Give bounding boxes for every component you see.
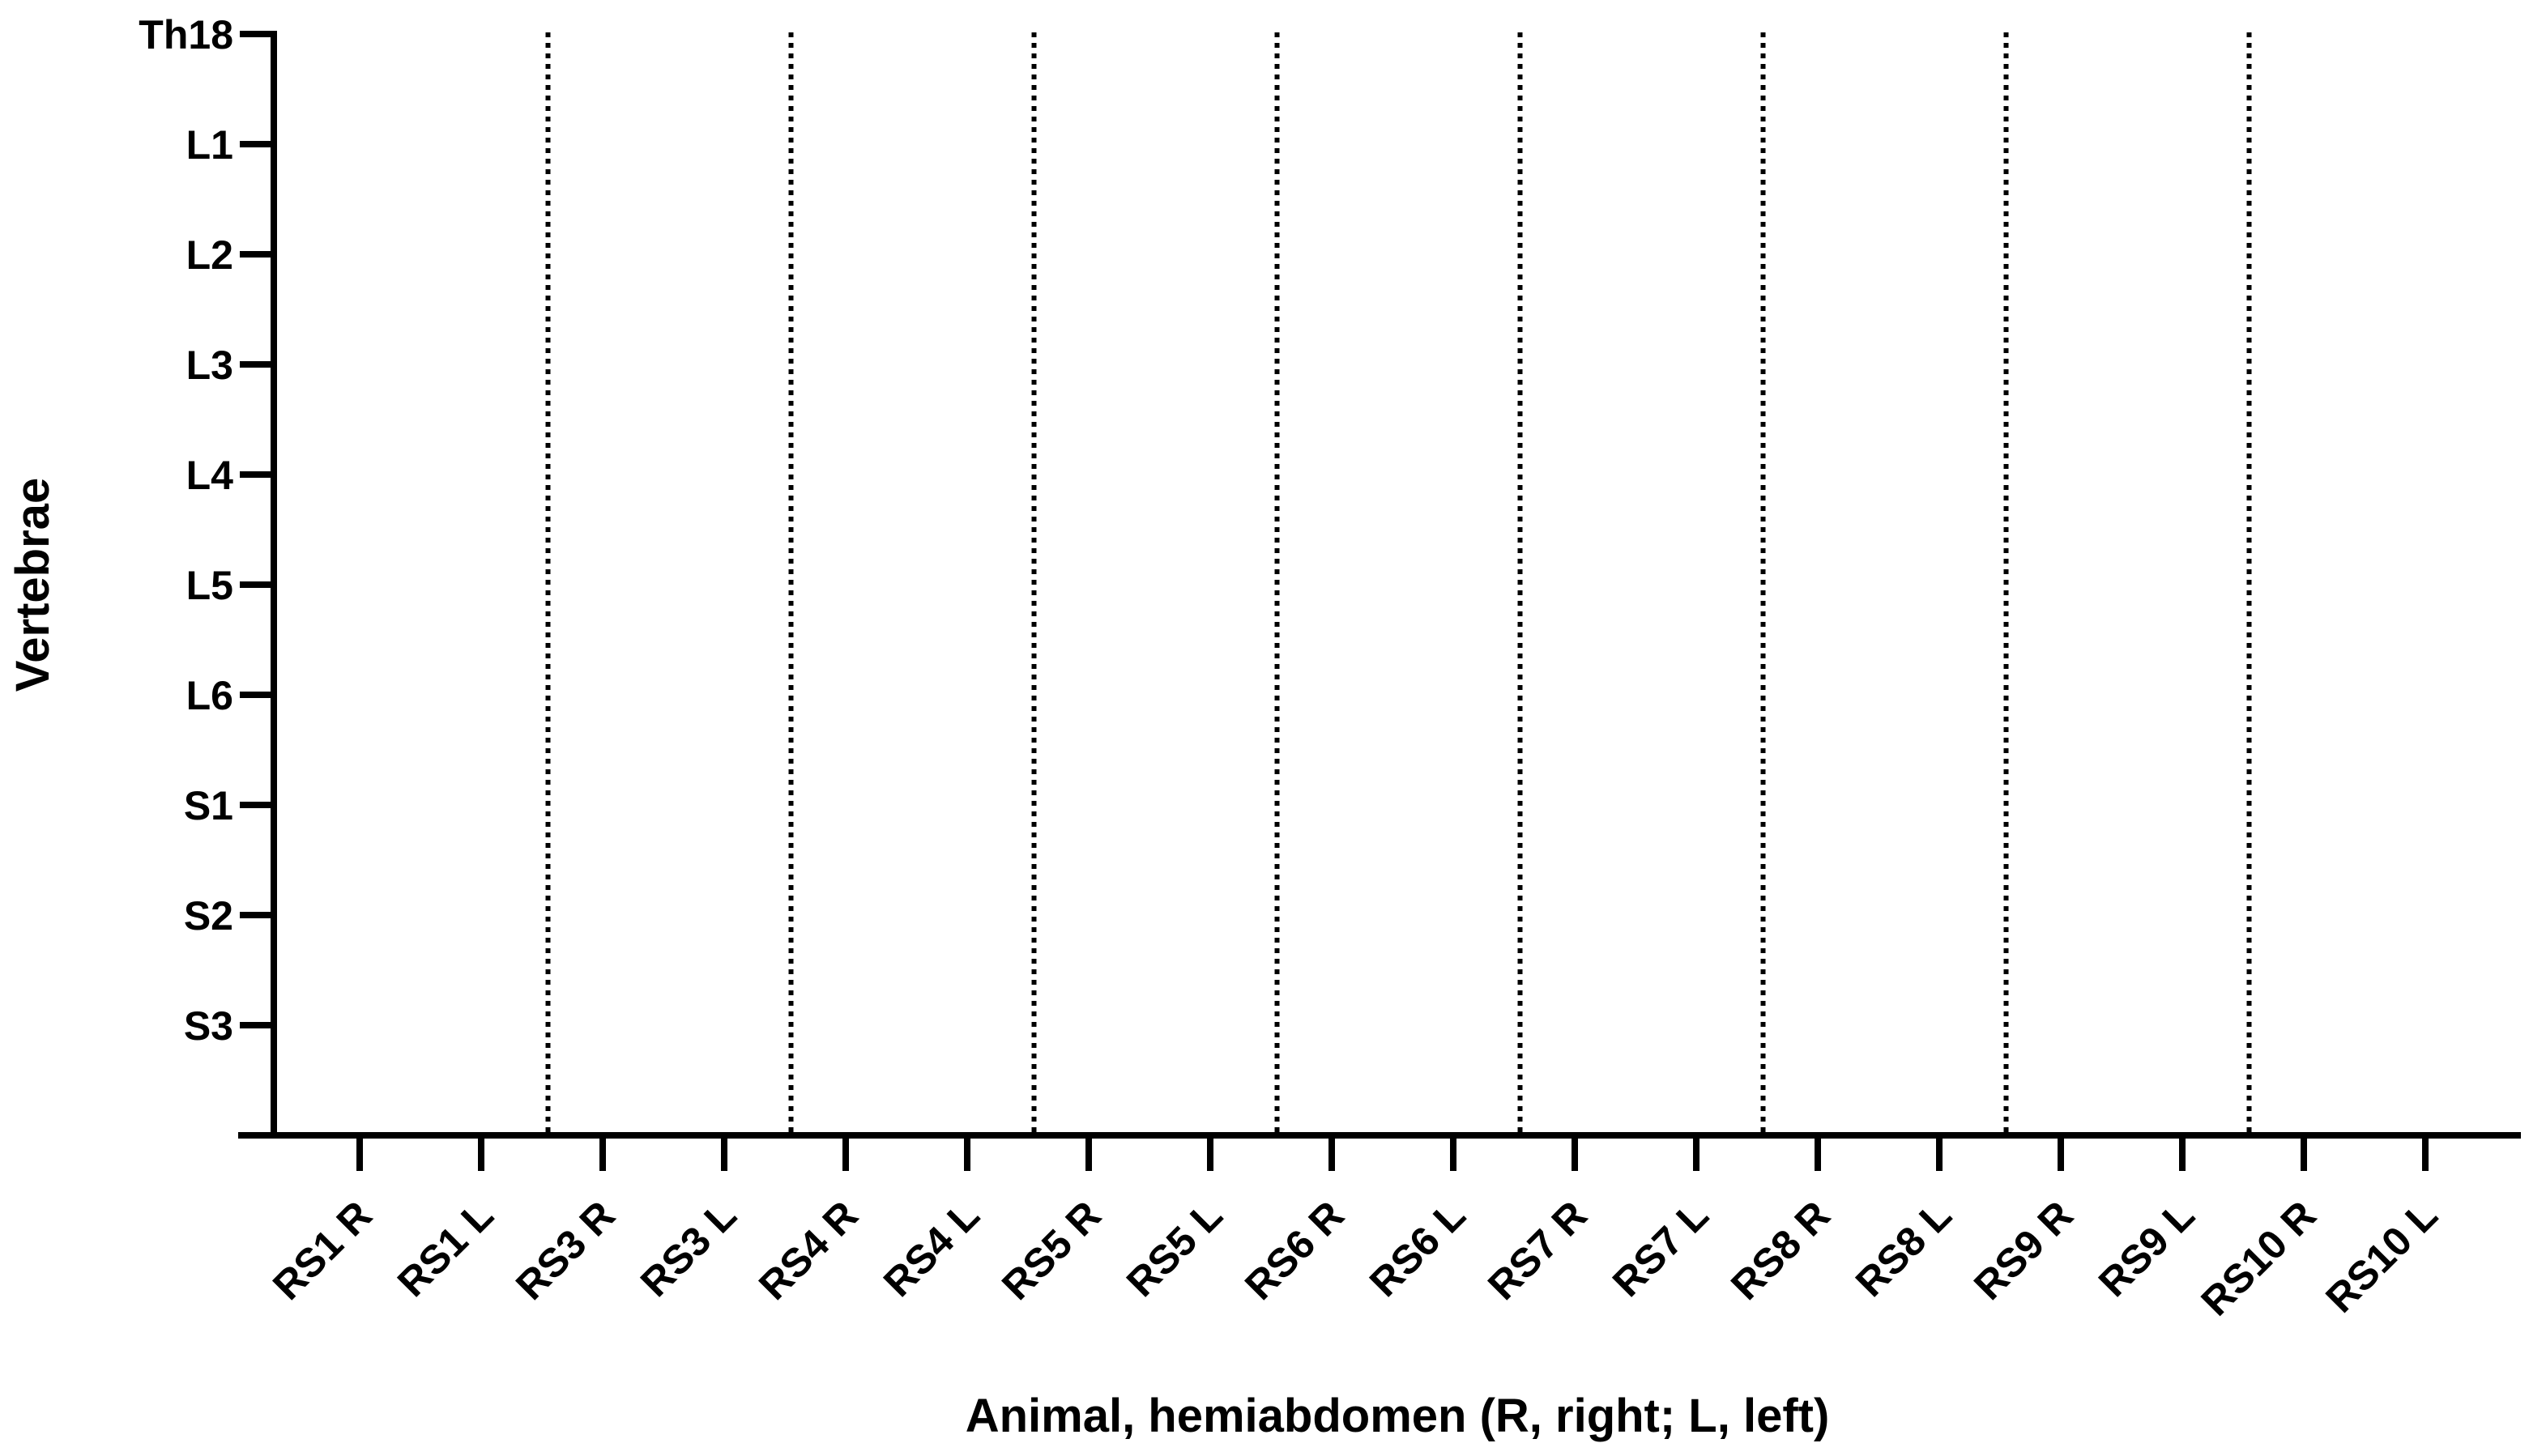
x-tick-label: RS6 L bbox=[1361, 1192, 1474, 1305]
y-axis-title: Vertebrae bbox=[6, 478, 59, 692]
x-tick-label: RS8 R bbox=[1722, 1192, 1839, 1309]
x-tick-label: RS10 R bbox=[2192, 1192, 2324, 1324]
y-tick-label: Th18 bbox=[139, 12, 233, 57]
y-tick-label: L4 bbox=[186, 453, 234, 498]
y-tick-label: S1 bbox=[184, 783, 233, 828]
y-tick-label: L6 bbox=[186, 673, 233, 718]
x-tick-label: RS7 L bbox=[1604, 1192, 1717, 1305]
x-tick-label: RS9 R bbox=[1965, 1192, 2082, 1309]
x-tick-label: RS10 L bbox=[2317, 1192, 2446, 1321]
x-ticks: RS1 R RS1 L RS3 R RS3 L RS4 R RS4 L RS5 R RS5 L… bbox=[264, 1135, 2446, 1325]
animal-separators bbox=[545, 32, 2252, 1132]
x-tick-label: RS8 L bbox=[1847, 1192, 1960, 1305]
y-ticks: Th18 L1 L2 L3 L4 L5 L6 S1 S2 S3 bbox=[139, 12, 274, 1049]
x-tick-label: RS4 R bbox=[750, 1192, 867, 1309]
y-tick-label: L3 bbox=[186, 343, 233, 388]
y-tick-label: L1 bbox=[186, 122, 233, 168]
x-tick-label: RS4 L bbox=[875, 1192, 988, 1305]
x-tick-label: RS1 R bbox=[264, 1192, 381, 1309]
y-tick-label: S2 bbox=[184, 893, 233, 939]
x-axis-title: Animal, hemiabdomen (R, right; L, left) bbox=[966, 1390, 1830, 1442]
y-tick-label: S3 bbox=[184, 1003, 233, 1049]
y-tick-label: L5 bbox=[186, 563, 233, 608]
y-tick-label: L2 bbox=[186, 232, 233, 278]
x-tick-label: RS9 L bbox=[2090, 1192, 2203, 1305]
x-tick-label: RS1 L bbox=[389, 1192, 502, 1305]
x-tick-label: RS3 L bbox=[632, 1192, 745, 1305]
x-tick-label: RS5 L bbox=[1118, 1192, 1231, 1305]
x-tick-label: RS5 R bbox=[993, 1192, 1110, 1309]
x-tick-label: RS3 R bbox=[507, 1192, 624, 1309]
x-tick-label: RS6 R bbox=[1236, 1192, 1353, 1309]
x-tick-label: RS7 R bbox=[1479, 1192, 1596, 1309]
